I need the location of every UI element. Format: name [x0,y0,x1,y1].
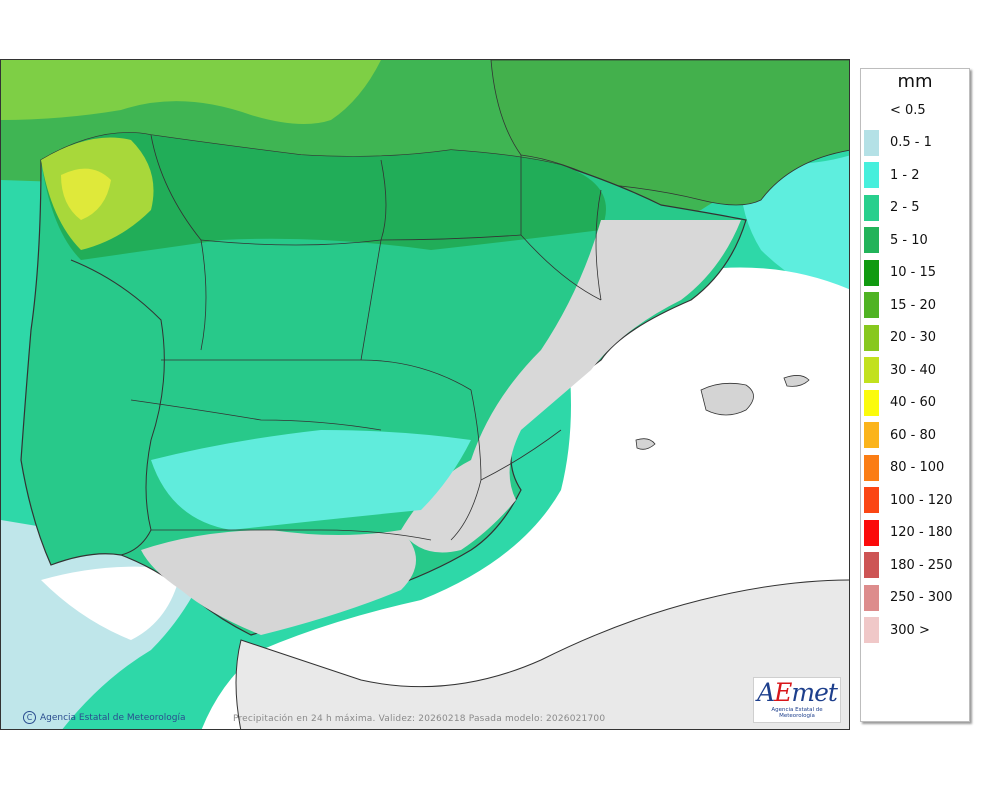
precip-zone-galicia-max [61,168,111,220]
legend-label: 40 - 60 [890,395,937,410]
precip-zone-central-south [151,430,471,530]
legend-label: 30 - 40 [890,362,937,378]
legend-swatch [864,357,879,383]
legend-item: 60 - 80 [864,422,964,448]
legend-label: 180 - 250 [890,557,953,573]
legend-item: 2 - 5 [864,194,964,221]
legend-item: 15 - 20 [864,292,964,318]
legend-swatch [864,552,879,578]
legend-item: 1 - 2 [864,162,964,188]
logo-wordmark: AEmet [757,678,838,707]
legend-item: 80 - 100 [864,454,964,481]
legend-swatch [864,194,879,221]
legend-swatch [864,519,879,546]
legend-label: 300 > [890,622,930,638]
island-mallorca [700,382,754,416]
legend-label: 2 - 5 [890,200,920,215]
map-canvas [1,60,849,729]
legend-item: 10 - 15 [864,259,964,286]
logo-subtitle: Agencia Estatal de Meteorología [771,707,823,719]
legend-swatch [864,227,879,253]
dry-zone-east [401,220,741,553]
portugal-border [70,259,165,556]
legend-item: 100 - 120 [864,487,964,513]
aemet-credit: C Agencia Estatal de Meteorología [23,711,186,724]
legend-swatch [864,324,879,351]
legend-item: 120 - 180 [864,519,964,546]
legend-item: 20 - 30 [864,324,964,351]
legend-label: 5 - 10 [890,232,928,248]
legend-item: 30 - 40 [864,357,964,383]
legend-swatch [864,422,879,448]
legend-label: 80 - 100 [890,460,945,475]
legend-panel: mm < 0.5 0.5 - 1 1 - 2 2 - 5 5 - 10 10 - 15 15… [860,68,970,722]
legend-label: 100 - 120 [890,492,953,508]
region-borders [130,134,602,541]
legend-swatch [864,292,879,318]
legend-item: 40 - 60 [864,389,964,416]
legend-swatch [864,129,879,156]
legend-item: 300 > [864,617,964,643]
precip-zone-cantabria [41,132,606,260]
legend-swatch [864,162,879,188]
copyright-icon: C [23,711,36,724]
precipitation-map[interactable]: C Agencia Estatal de Meteorología Precip… [0,59,850,730]
sea-dry-gulf-cadiz [41,566,181,640]
legend-label: 120 - 180 [890,525,953,540]
map-caption: Precipitación en 24 h máxima. Validez: 2… [233,714,606,724]
legend-item: 0.5 - 1 [864,129,964,156]
legend-label: 20 - 30 [890,330,937,345]
legend-item: 180 - 250 [864,552,964,578]
legend-item: 5 - 10 [864,227,964,253]
legend-label: 15 - 20 [890,297,937,313]
island-menorca [783,375,810,387]
legend-swatch [864,454,879,481]
legend-swatch [864,389,879,416]
legend-item: 250 - 300 [864,584,964,611]
legend-label: 1 - 2 [890,167,920,183]
legend-swatch [864,487,879,513]
land-france [490,60,849,206]
legend-label: 10 - 15 [890,265,937,280]
dry-zone-south [141,530,416,635]
precip-zone-northwest [1,60,381,124]
legend-label: 60 - 80 [890,427,937,443]
legend-label: 0.5 - 1 [890,135,932,150]
legend-swatch [864,617,879,643]
legend-swatch [864,97,879,123]
legend-label: < 0.5 [890,102,926,118]
land-north-africa [235,579,849,729]
legend-title: mm [897,71,933,92]
credit-text: Agencia Estatal de Meteorología [40,712,186,723]
legend-label: 250 - 300 [890,590,953,605]
aemet-logo: AEmet Agencia Estatal de Meteorología [753,677,841,723]
island-ibiza [635,438,656,450]
legend-item: < 0.5 [864,97,964,123]
legend-swatch [864,259,879,286]
legend-swatch [864,584,879,611]
